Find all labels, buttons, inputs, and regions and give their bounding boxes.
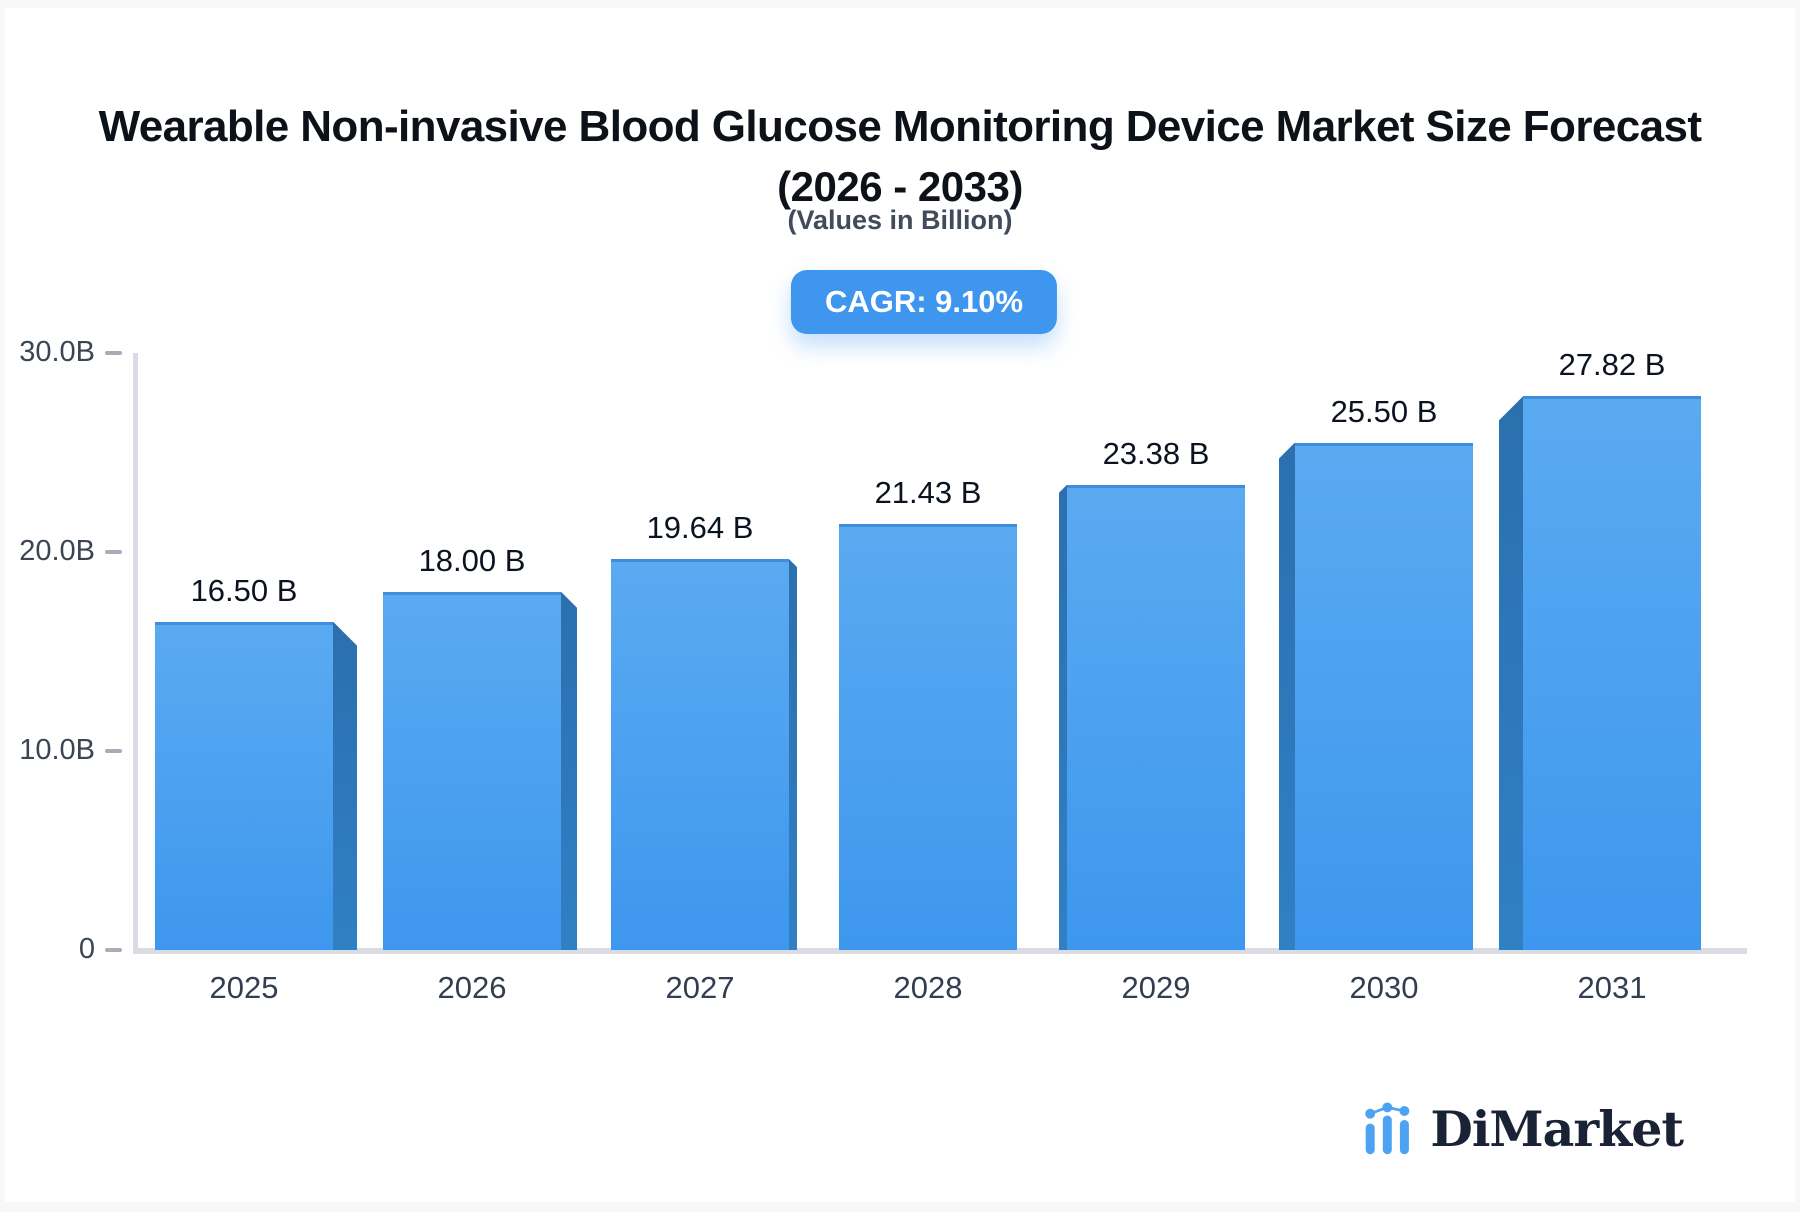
y-axis-tick-mark [105,550,122,554]
page-title-line1: Wearable Non-invasive Blood Glucose Moni… [98,102,1702,151]
x-axis-label-2025: 2025 [209,970,279,1005]
y-axis-tick-mark [105,749,122,753]
bar-line-chart-icon [1365,1102,1410,1155]
cagr-badge: CAGR: 9.10% [790,270,1058,334]
page-title: Wearable Non-invasive Blood Glucose Moni… [5,102,1795,211]
page-title-line2: (2026 - 2033) [777,162,1023,210]
bar-2028 [839,523,1017,950]
bar-2025 [155,621,333,950]
bar-2026 [383,591,561,950]
bar-side-face-2025 [333,621,357,950]
bar-2031 [1523,396,1701,950]
brand-logo: DiMarket [1363,1100,1684,1158]
y-axis-tick-mark [105,948,122,952]
bar-value-label-2029: 23.38 B [1102,435,1210,471]
x-axis-label-2030: 2030 [1349,970,1419,1005]
bar-value-label-2025: 16.50 B [190,572,298,608]
y-axis-tick-label: 30.0B [19,336,95,368]
x-axis-label-2026: 2026 [437,970,507,1005]
bar-value-label-2027: 19.64 B [646,510,754,546]
bar-2029 [1067,484,1245,950]
x-axis-label-2031: 2031 [1577,970,1647,1005]
y-axis-tick-label: 20.0B [19,535,95,567]
x-axis-label-2029: 2029 [1121,970,1191,1005]
brand-name: DiMarket [1430,1100,1684,1158]
bar-2027 [611,559,789,950]
y-axis-tick-label: 0 [78,933,95,965]
y-axis-tick-label: 10.0B [19,734,95,766]
x-axis-label-2028: 2028 [893,970,963,1005]
bar-value-label-2031: 27.82 B [1558,347,1666,383]
x-axis-label-2027: 2027 [665,970,735,1005]
y-axis-line [133,353,138,954]
bar-value-label-2028: 21.43 B [874,474,982,510]
bar-side-face-2031 [1499,396,1523,950]
bar-value-label-2026: 18.00 B [418,542,526,578]
bar-side-face-2030 [1279,442,1295,950]
bar-value-label-2030: 25.50 B [1330,393,1438,429]
bar-side-face-2029 [1059,484,1067,950]
bar-side-face-2027 [789,559,797,950]
bar-2030 [1295,442,1473,950]
bar-side-face-2026 [561,591,577,950]
x-axis-baseline [133,948,1747,954]
chart-subtitle: (Values in Billion) [787,205,1013,235]
y-axis-tick-mark [105,351,122,355]
